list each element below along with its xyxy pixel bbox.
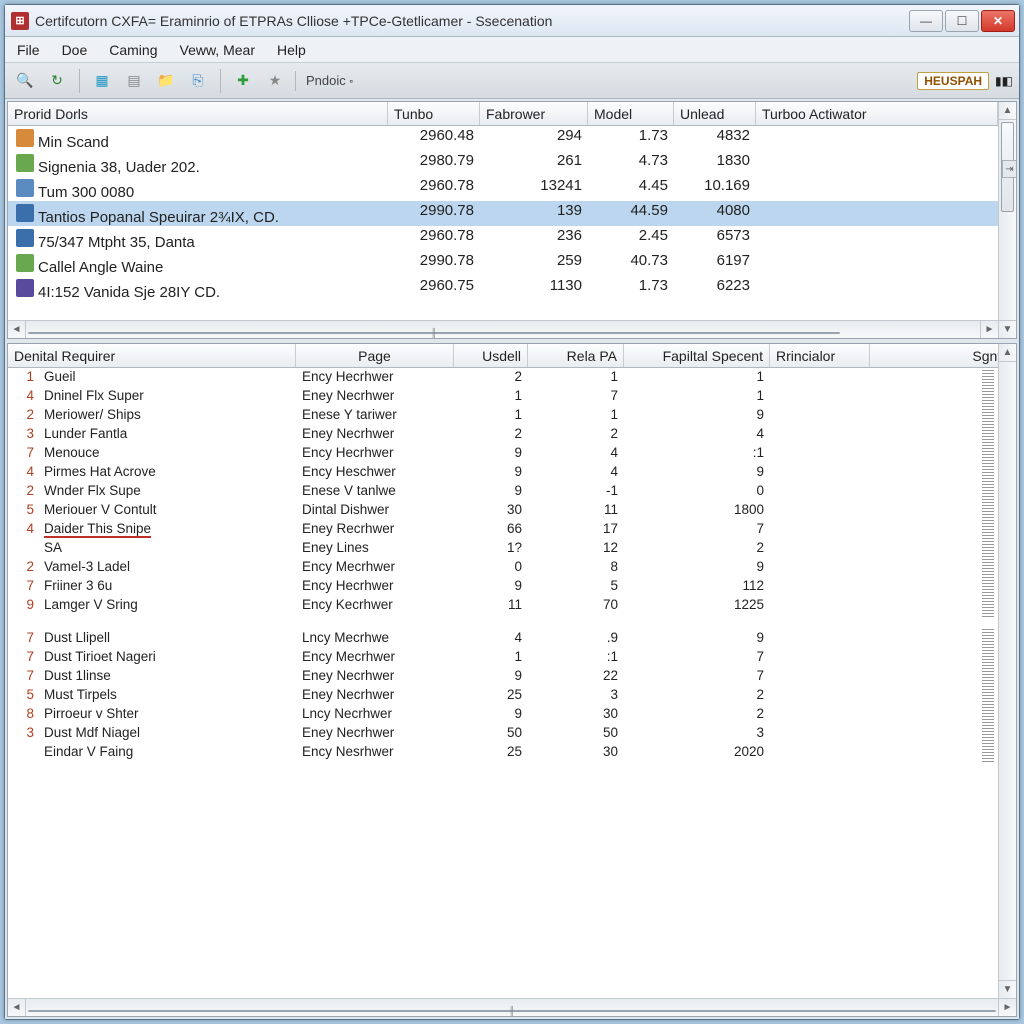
row-icon xyxy=(16,279,34,297)
upper-hdr-5[interactable]: Turboo Actiwator xyxy=(756,102,998,125)
app-window: ⊞ Certifcutorn CXFA= Eraminrio of ETPRAs… xyxy=(4,4,1020,1020)
table-row[interactable]: 5Meriouer V ContultDintal Dishwer3011180… xyxy=(8,501,1016,520)
upper-grid: Prorid Dorls Tunbo Fabrower Model Unlead… xyxy=(8,102,998,338)
copy-icon[interactable]: ⎘ xyxy=(184,68,212,94)
lower-hdr-1[interactable]: Page xyxy=(296,344,454,367)
upper-header-row: Prorid Dorls Tunbo Fabrower Model Unlead… xyxy=(8,102,998,126)
toolbar: 🔍↻ ▦▤📁⎘ ✚★ Pndoic ⬞ HEUSPAH ▮◧ xyxy=(5,63,1019,99)
table-row[interactable]: Tantios Popanal Speuirar 2¾IX, CD.2990.7… xyxy=(8,201,998,226)
table-row[interactable]: 8Pirroeur v ShterLncy Necrhwer9302 xyxy=(8,705,1016,724)
upper-hdr-1[interactable]: Tunbo xyxy=(388,102,480,125)
table-row[interactable]: 9Lamger V SringEncy Kecrhwer11701225 xyxy=(8,596,1016,615)
table-row[interactable]: 5Must TirpelsEney Necrhwer2532 xyxy=(8,686,1016,705)
table-row[interactable]: 2Wnder Flx SupeEnese V tanlwe9-10 xyxy=(8,482,1016,501)
lower-hdr-6[interactable]: Sgnte xyxy=(870,344,1016,367)
lower-hdr-2[interactable]: Usdell xyxy=(454,344,528,367)
menu-help[interactable]: Help xyxy=(271,40,322,60)
table-row[interactable]: SAEney Lines1?122 xyxy=(8,539,1016,558)
row-icon xyxy=(16,254,34,272)
table-row[interactable]: Callel Angle Waine2990.7825940.736197 xyxy=(8,251,998,276)
minimize-button[interactable]: — xyxy=(909,10,943,32)
window-title: Certifcutorn CXFA= Eraminrio of ETPRAs C… xyxy=(35,13,907,29)
content: Prorid Dorls Tunbo Fabrower Model Unlead… xyxy=(5,99,1019,1019)
folder-icon[interactable]: 📁 xyxy=(152,68,180,94)
lower-hdr-0[interactable]: Denital Requirer xyxy=(8,344,296,367)
table-row[interactable]: 7Dust Tirioet NageriEncy Mecrhwer1:17 xyxy=(8,648,1016,667)
search-icon[interactable]: 🔍 xyxy=(11,68,39,94)
table-row[interactable]: 7Dust LlipellLncy Mecrhwe4.99 xyxy=(8,629,1016,648)
lower-hdr-5[interactable]: Rrincialor xyxy=(770,344,870,367)
table-row[interactable]: 4Daider This SnipeEney Recrhwer66177 xyxy=(8,520,1016,539)
upper-hdr-name[interactable]: Prorid Dorls xyxy=(8,102,388,125)
table-row[interactable]: 75/347 Mtpht 35, Danta2960.782362.456573 xyxy=(8,226,998,251)
star-icon[interactable]: ★ xyxy=(261,68,289,94)
table-row[interactable]: 7Friiner 3 6uEncy Hecrhwer95112 xyxy=(8,577,1016,596)
decorative-marks xyxy=(982,370,994,617)
upper-pane: Prorid Dorls Tunbo Fabrower Model Unlead… xyxy=(7,101,1017,339)
table-row[interactable]: 4Dninel Flx SuperEney Necrhwer171 xyxy=(8,387,1016,406)
table-row[interactable]: 2Vamel-3 LadelEncy Mecrhwer089 xyxy=(8,558,1016,577)
menu-file[interactable]: File xyxy=(11,40,56,60)
table-row[interactable]: 7MenouceEncy Hecrhwer94:1 xyxy=(8,444,1016,463)
row-icon xyxy=(16,204,34,222)
add-icon[interactable]: ✚ xyxy=(229,68,257,94)
table-row[interactable]: Eindar V FaingEncy Nesrhwer25302020 xyxy=(8,743,1016,762)
toolbar-extra[interactable]: ▮◧ xyxy=(995,74,1013,88)
lower-pane: Denital Requirer Page Usdell Rela PA Fap… xyxy=(7,343,1017,1017)
table-row[interactable]: 4Pirmes Hat AcroveEncy Heschwer949 xyxy=(8,463,1016,482)
row-icon xyxy=(16,129,34,147)
row-icon xyxy=(16,229,34,247)
card-icon[interactable]: ▤ xyxy=(120,68,148,94)
titlebar: ⊞ Certifcutorn CXFA= Eraminrio of ETPRAs… xyxy=(5,5,1019,37)
row-icon xyxy=(16,179,34,197)
table-row[interactable]: 3Dust Mdf NiagelEney Necrhwer50503 xyxy=(8,724,1016,743)
table-row[interactable]: 2Meriower/ ShipsEnese Y tariwer119 xyxy=(8,406,1016,425)
table-row[interactable]: 1GueilEncy Hecrhwer211 xyxy=(8,368,1016,387)
menu-view[interactable]: Veww, Mear xyxy=(174,40,271,60)
lower-hscroll[interactable]: ◄ ║ ► xyxy=(8,998,1016,1016)
menubar: File Doe Caming Veww, Mear Help xyxy=(5,37,1019,63)
grid-icon[interactable]: ▦ xyxy=(88,68,116,94)
pane-expand-handle[interactable]: ⇥ xyxy=(1002,160,1016,178)
toolbar-separator xyxy=(79,69,80,93)
upper-hscroll[interactable]: ◄ ║ ► xyxy=(8,320,998,338)
lower-vscroll[interactable]: ▲ ▼ xyxy=(998,344,1016,998)
menu-caming[interactable]: Caming xyxy=(103,40,173,60)
upper-hdr-2[interactable]: Fabrower xyxy=(480,102,588,125)
table-row[interactable]: Min Scand2960.482941.734832 xyxy=(8,126,998,151)
maximize-button[interactable]: ☐ xyxy=(945,10,979,32)
decorative-marks xyxy=(982,629,994,762)
upper-hdr-4[interactable]: Unlead xyxy=(674,102,756,125)
table-row[interactable]: Tum 300 00802960.78132414.4510.169 xyxy=(8,176,998,201)
menu-doe[interactable]: Doe xyxy=(56,40,104,60)
lower-hdr-4[interactable]: Fapiltal Specent xyxy=(624,344,770,367)
lower-hdr-3[interactable]: Rela PA xyxy=(528,344,624,367)
table-row[interactable]: 7Dust 1linseEney Necrhwer9227 xyxy=(8,667,1016,686)
upper-vscroll[interactable]: ▲ ▼ xyxy=(998,102,1016,338)
toolbar-badge[interactable]: HEUSPAH xyxy=(917,72,989,90)
lower-grid: Denital Requirer Page Usdell Rela PA Fap… xyxy=(8,344,1016,1016)
toolbar-separator xyxy=(220,69,221,93)
lower-header-row: Denital Requirer Page Usdell Rela PA Fap… xyxy=(8,344,1016,368)
toolbar-label[interactable]: Pndoic ⬞ xyxy=(295,71,363,91)
refresh-icon[interactable]: ↻ xyxy=(43,68,71,94)
table-row[interactable]: Signenia 38, Uader 202.2980.792614.73183… xyxy=(8,151,998,176)
app-icon: ⊞ xyxy=(11,12,29,30)
table-row[interactable]: 3Lunder FantlaEney Necrhwer224 xyxy=(8,425,1016,444)
upper-hdr-3[interactable]: Model xyxy=(588,102,674,125)
table-row[interactable]: 4I:152 Vanida Sje 28IY CD.2960.7511301.7… xyxy=(8,276,998,301)
close-button[interactable]: ✕ xyxy=(981,10,1015,32)
row-gap xyxy=(8,615,1016,629)
row-icon xyxy=(16,154,34,172)
